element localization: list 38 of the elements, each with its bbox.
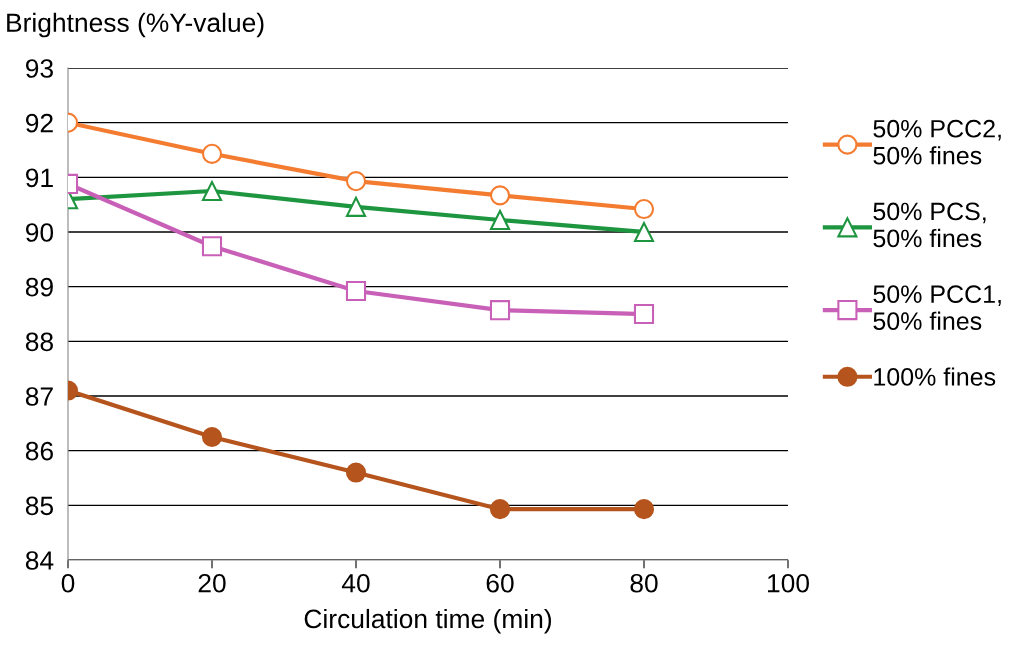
point bbox=[201, 143, 223, 164]
point bbox=[201, 426, 223, 448]
point bbox=[201, 180, 223, 202]
point bbox=[489, 499, 511, 520]
point bbox=[489, 300, 511, 321]
point bbox=[489, 185, 511, 206]
point bbox=[345, 196, 367, 217]
y-tick-label: 93 bbox=[26, 59, 53, 78]
y-tick-label: 92 bbox=[26, 113, 53, 133]
y-tick-label: 91 bbox=[26, 168, 53, 188]
x-tick-label: 60 bbox=[486, 573, 514, 593]
legend-label: 100% fines bbox=[874, 367, 996, 386]
y-tick-label: 84 bbox=[25, 551, 54, 570]
point bbox=[633, 198, 655, 220]
y-tick-label: 87 bbox=[25, 387, 53, 406]
y-tick-label: 88 bbox=[25, 332, 53, 352]
legend-label: 50% PCS, 50% fines bbox=[873, 202, 986, 248]
y-tick-label: 85 bbox=[25, 496, 54, 516]
point bbox=[345, 171, 367, 192]
y-tick-label: 86 bbox=[25, 441, 53, 461]
point bbox=[345, 280, 367, 302]
x-tick-label: 0 bbox=[61, 573, 75, 593]
point bbox=[633, 303, 655, 325]
point bbox=[345, 462, 367, 483]
x-tick-label: 40 bbox=[341, 573, 370, 593]
x-axis-title: Circulation time (min) bbox=[304, 608, 552, 634]
point bbox=[489, 209, 511, 231]
x-tick-label: 100 bbox=[768, 573, 809, 593]
point bbox=[201, 236, 223, 257]
legend-label: 50% PCC2, 50% fines bbox=[873, 119, 1001, 165]
point bbox=[633, 221, 655, 243]
point bbox=[633, 499, 655, 520]
x-tick-label: 20 bbox=[198, 573, 226, 593]
legend-label: 50% PCC1, 50% fines bbox=[873, 285, 1001, 330]
y-tick-label: 89 bbox=[25, 277, 53, 297]
x-tick-label: 80 bbox=[630, 573, 658, 593]
y-tick-label: 90 bbox=[26, 223, 54, 242]
y-axis-title: Brightness (%Y-value) bbox=[7, 12, 264, 38]
